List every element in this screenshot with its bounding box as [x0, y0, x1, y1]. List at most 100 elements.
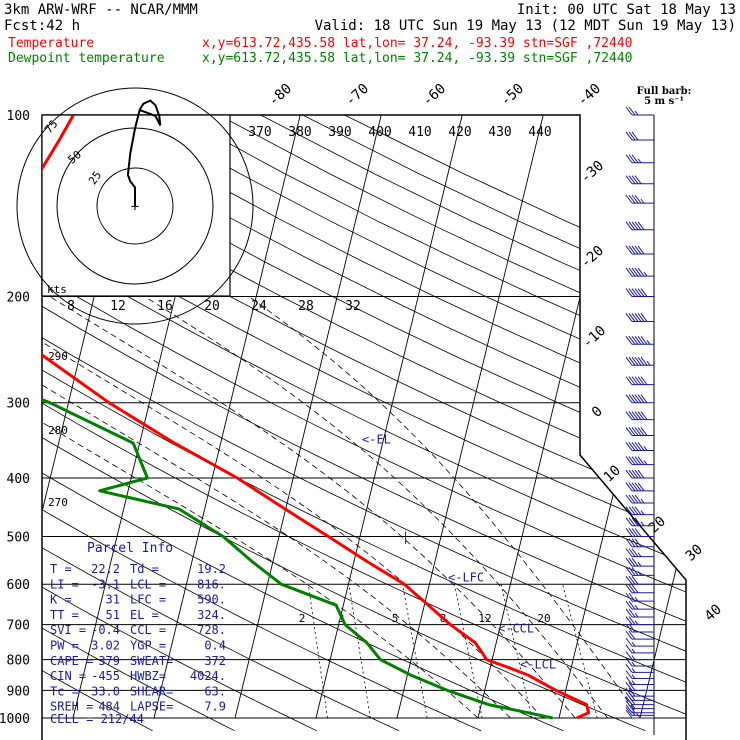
wind-barb-flag [628, 469, 636, 479]
dewpoint-station-info: x,y=613.72,435.58 lat,lon= 37.24, -93.39… [202, 51, 632, 66]
wind-barb-flag [634, 442, 642, 451]
dry-adiabat [42, 115, 318, 732]
parcel-info-cell: 51 [106, 608, 120, 622]
wind-barb-flag [628, 411, 636, 420]
mixing-ratio-label: 5 [392, 612, 399, 625]
pressure-tick-label: 100 [7, 109, 30, 124]
wind-barb-flag [625, 687, 633, 697]
wind-barb [625, 376, 654, 386]
wind-barb-flag [625, 616, 633, 625]
wind-barb-flag [634, 175, 642, 185]
wind-barb-half-flag [631, 708, 636, 714]
wind-barb-half-flag [631, 668, 636, 673]
wind-barb-flag [625, 517, 633, 527]
wind-barb [625, 592, 654, 602]
wind-barb-flag [625, 456, 633, 465]
wind-barb-flag [637, 376, 645, 385]
wind-barb-flag [625, 700, 633, 709]
isotherm-label: -60 [420, 81, 450, 110]
wind-barb-flag [628, 288, 636, 297]
parcel-info-cell: -0.4 [91, 623, 120, 637]
wind-barb-flag [625, 623, 633, 633]
wind-barb-flag [628, 517, 636, 527]
wind-barb-half-flag [631, 680, 636, 685]
wind-barb-flag [628, 175, 636, 185]
wind-barb-flag [631, 221, 639, 231]
wind-barb-flag [634, 456, 642, 465]
wind-barb-flag [631, 506, 639, 515]
wind-barb-flag [631, 427, 639, 436]
wind-barb-flag [625, 696, 633, 705]
hodograph: + 25 50 75 kts [16, 87, 254, 325]
parcel-info-cell: SVI = [50, 623, 86, 637]
wind-barb-flag [625, 427, 633, 436]
parcel-info-cell: LI = [50, 577, 79, 591]
hodograph-speed-label: 8 [67, 299, 75, 314]
wind-barb-flag [625, 670, 633, 679]
hodograph-speed-label: 12 [110, 299, 126, 314]
wind-barb [625, 704, 654, 714]
wind-barb-flag [634, 506, 642, 515]
parcel-info-cell: SHEAR= [130, 684, 173, 698]
wind-barb-flag [628, 506, 636, 515]
wind-barb-flag [625, 394, 633, 404]
hodograph-trace [126, 99, 162, 206]
mixing-ratio-line [307, 584, 328, 719]
wind-barb [625, 245, 654, 255]
parcel-info-cell: 3.02 [91, 639, 120, 653]
wind-barb-flag [631, 548, 639, 557]
isotherm-label: 10 [601, 462, 624, 485]
wind-barb [625, 442, 654, 451]
wind-barb-flag [625, 644, 633, 654]
ccl-annotation: <-CCL [498, 621, 534, 635]
wind-barb-half-flag [646, 339, 651, 345]
wind-barb-flag [625, 267, 633, 277]
wind-barb-half-flag [637, 552, 642, 557]
parcel-info-cell: YGP = [130, 639, 166, 653]
parcel-info-cell: 590. [197, 593, 226, 607]
wind-barb [625, 494, 654, 504]
wind-barb-flag [631, 175, 639, 185]
parcel-info-cell: 7.9 [204, 700, 226, 714]
wind-barb-flag [637, 245, 645, 255]
theta-label: 420 [448, 125, 471, 140]
wind-barb-flag [631, 538, 639, 548]
wind-barb [625, 221, 654, 231]
theta-label: 380 [288, 125, 311, 140]
wind-barb [625, 194, 654, 204]
pressure-tick-label: 300 [7, 397, 30, 412]
wind-barb-flag [637, 221, 645, 231]
wind-barb [625, 411, 654, 421]
wind-barb-flag [625, 584, 633, 594]
dry-adiabat [42, 115, 686, 732]
hodograph-speed-label: 24 [251, 299, 267, 314]
theta-label: 430 [488, 125, 511, 140]
wind-barb-flag [634, 356, 642, 366]
dry-adiabat [42, 115, 686, 732]
wind-barb-flag [628, 106, 636, 116]
wind-barb-flag [628, 557, 636, 567]
wind-barb-flag [631, 584, 639, 594]
parcel-info-cell: 63. [204, 684, 226, 698]
wind-barb-flag [631, 288, 639, 297]
dry-adiabat [42, 115, 482, 732]
theta-label: 370 [248, 125, 271, 140]
parcel-cell: CELL = 212/44 [50, 712, 144, 726]
moist-adiabat [42, 296, 479, 719]
wind-barb-half-flag [643, 271, 648, 277]
wind-barb [625, 288, 654, 298]
dry-adiabat [302, 115, 686, 732]
dry-adiabat [42, 115, 686, 732]
wind-barb-flag [625, 651, 633, 660]
wind-barb-flag [631, 267, 639, 277]
wind-barb-flag [634, 245, 642, 255]
isotherm-label: 30 [683, 541, 706, 564]
moist-adiabat [49, 296, 576, 719]
wind-barb-flag [637, 456, 645, 465]
full-barb-unit: 5 m s⁻¹ [644, 96, 684, 107]
dry-adiabat [42, 115, 153, 732]
wind-barb-flag [640, 335, 648, 345]
isotherm-label: -40 [575, 81, 605, 110]
parcel-info-cell: Td = [130, 562, 159, 576]
wind-barb-flag [625, 313, 633, 322]
